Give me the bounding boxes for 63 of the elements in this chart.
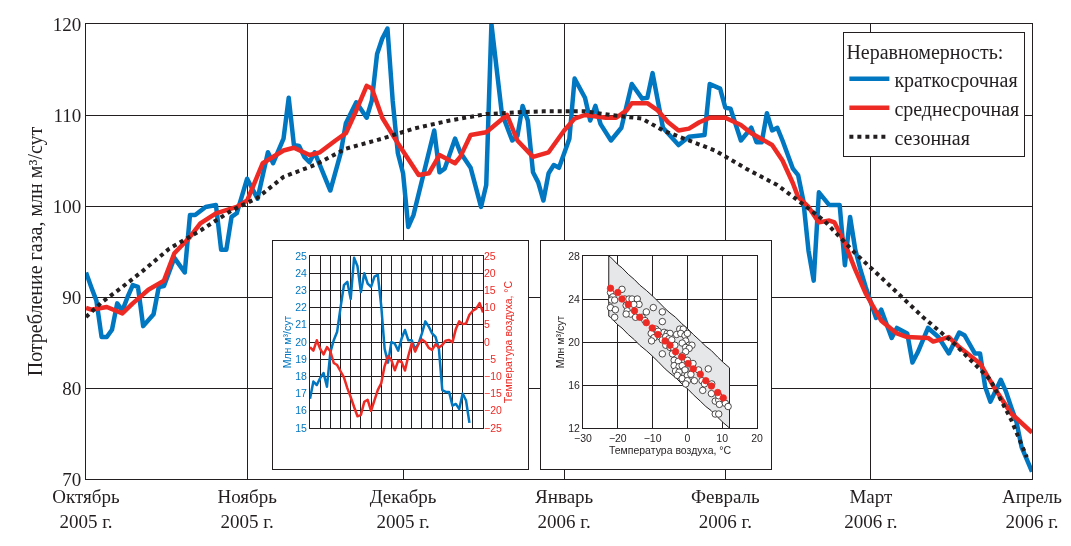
y-tick-label: 16 — [568, 378, 581, 391]
y-tick-label: 24 — [568, 292, 581, 305]
y2-tick-label: −10 — [484, 370, 502, 383]
line-series — [310, 256, 471, 425]
legend-label: среднесрочная — [894, 97, 1020, 121]
y-tick-label: 20 — [295, 335, 308, 348]
x-tick-label: Апрель 2006 г. — [1002, 485, 1063, 532]
y2-tick-label: −15 — [484, 387, 502, 400]
x-tick-label: 10 — [716, 431, 729, 444]
y-tick-label: 23 — [295, 284, 308, 297]
x-tick-label: 0 — [684, 431, 691, 444]
x-tick-label: 20 — [751, 431, 763, 444]
point — [614, 288, 622, 297]
point — [630, 307, 639, 315]
x-tick-label: Март 2006 г. — [844, 485, 898, 532]
x-tick-label: Декабрь 2005 г. — [369, 485, 437, 532]
y-tick-label: 120 — [52, 13, 82, 35]
point — [714, 388, 722, 397]
x-tick-label: −10 — [643, 431, 662, 444]
y-tick-label: 22 — [295, 301, 308, 314]
legend-label: краткосрочная — [894, 68, 1018, 92]
y-tick-label: 19 — [295, 352, 308, 365]
y-tick-label: 17 — [295, 387, 308, 400]
y2-tick-label: −5 — [484, 352, 497, 365]
y2-tick-label: 10 — [484, 301, 496, 314]
y-tick-label: 110 — [53, 104, 82, 126]
y-axis-title: Потребление газа, млн м³/сут — [24, 126, 48, 377]
point — [648, 324, 656, 332]
line-series — [310, 301, 483, 418]
x-tick-label: Февраль 2006 г. — [690, 485, 760, 532]
y2-tick-label: 0 — [484, 335, 490, 348]
y-axis-title: Млн м³/сут — [281, 315, 294, 369]
y2-tick-label: 20 — [484, 266, 496, 279]
y-tick-label: 15 — [295, 421, 308, 434]
x-tick-label: Январь 2006 г. — [535, 485, 594, 532]
y2-tick-label: −20 — [484, 404, 502, 417]
y2-axis-title: Температура воздуха, °С — [501, 280, 514, 404]
point — [606, 284, 615, 292]
point — [684, 359, 692, 368]
y-tick-label: 25 — [295, 249, 308, 262]
y-tick-label: 16 — [295, 404, 308, 417]
legend-title: Неравномерность: — [846, 41, 1004, 65]
y-tick-label: 12 — [568, 421, 581, 434]
y-tick-label: 80 — [62, 377, 82, 399]
y2-tick-label: −25 — [484, 421, 502, 434]
y-tick-label: 18 — [295, 370, 308, 383]
point — [719, 394, 727, 402]
y2-tick-label: 5 — [484, 318, 490, 331]
x-tick-label: Ноябрь 2005 г. — [217, 485, 278, 532]
y-tick-label: 28 — [568, 249, 581, 262]
y2-tick-label: 15 — [484, 284, 496, 297]
legend-label: сезонная — [894, 126, 970, 149]
y2-tick-label: 25 — [484, 249, 496, 262]
x-tick-label: −30 — [574, 431, 593, 444]
y-tick-label: 21 — [295, 318, 308, 331]
point — [696, 370, 704, 378]
y-tick-label: 20 — [568, 335, 581, 348]
x-axis-title: Температура воздуха, °С — [608, 443, 732, 456]
x-tick-label: −20 — [608, 431, 627, 444]
y-tick-label: 24 — [295, 266, 308, 279]
y-tick-label: 100 — [52, 195, 82, 217]
y-axis-title: Млн м³/сут — [554, 315, 567, 369]
y-tick-label: 90 — [62, 286, 82, 308]
